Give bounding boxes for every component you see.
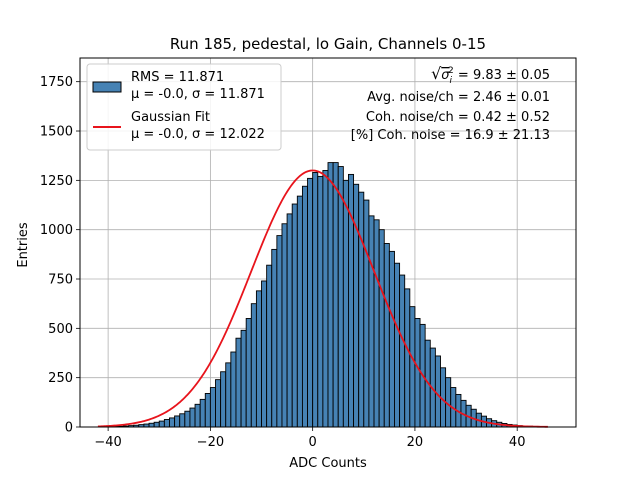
y-tick-label: 1500: [40, 125, 73, 140]
histogram-bar: [378, 229, 385, 428]
histogram-bar: [240, 329, 247, 428]
annotation-coh-noise: Coh. noise/ch = 0.42 ± 0.52: [366, 110, 550, 125]
histogram-bar: [286, 213, 293, 428]
histogram-bar: [404, 288, 411, 428]
histogram-bar: [394, 262, 401, 428]
annotations: √σi2 = 9.83 ± 0.05 Avg. noise/ch = 2.46 …: [351, 64, 550, 143]
legend: RMS = 11.871 μ = -0.0, σ = 11.871 Gaussi…: [86, 63, 282, 151]
histogram-bar: [158, 420, 165, 428]
histogram-bar: [215, 379, 222, 428]
legend-label-histogram-stats: μ = -0.0, σ = 11.871: [131, 87, 265, 102]
histogram-bar: [199, 398, 206, 428]
annotation-coherent-sigma: √σi2 = 9.83 ± 0.05: [431, 64, 550, 86]
histogram-bar: [148, 422, 155, 428]
y-tick-label: 250: [48, 371, 73, 386]
histogram-bar: [153, 421, 160, 428]
x-tick-label: 40: [509, 435, 526, 450]
histogram-bar: [235, 337, 242, 428]
histogram-bar: [291, 203, 298, 428]
legend-label-fit-stats: μ = -0.0, σ = 12.022: [131, 127, 265, 142]
histogram-bar: [194, 403, 201, 428]
histogram-bar: [296, 195, 303, 428]
fit-curve-group: [97, 169, 548, 428]
y-axis-label: Entries: [16, 222, 31, 268]
x-tick-label: 0: [309, 435, 317, 450]
histogram-bar: [281, 223, 288, 428]
gaussian-fit-curve: [97, 169, 548, 428]
histogram-bar: [337, 166, 344, 428]
histogram-bar: [368, 215, 375, 428]
y-tick-label: 1750: [40, 75, 73, 90]
histogram-bar: [245, 318, 252, 428]
histogram-bar: [307, 177, 314, 428]
annotation-sigma-value: = 9.83 ± 0.05: [454, 68, 550, 83]
histogram-bar: [271, 248, 278, 428]
histogram-bar: [399, 274, 406, 428]
x-tick-label: −40: [94, 435, 121, 450]
y-tick-label: 1000: [40, 223, 73, 238]
histogram-bar: [332, 162, 339, 428]
legend-swatch-histogram: [92, 81, 122, 93]
histogram-bar: [209, 387, 216, 428]
axes-frame: [79, 57, 577, 428]
histogram-bar: [327, 162, 334, 428]
y-tick-label: 750: [48, 273, 73, 288]
annotation-sigma-symbol: σ: [441, 68, 450, 83]
x-tick-label: −20: [197, 435, 224, 450]
annotation-sqrt-symbol: √: [431, 64, 442, 83]
histogram-bar: [169, 417, 176, 428]
histogram-bar: [414, 318, 421, 428]
histogram-bars: [107, 162, 544, 428]
histogram-bar: [388, 250, 395, 428]
histogram-bar: [225, 362, 232, 428]
y-tick-label: 500: [48, 322, 73, 337]
histogram-bar: [163, 419, 170, 428]
histogram-bar: [353, 183, 360, 428]
legend-box: [86, 63, 282, 151]
annotation-sigma-sub: i: [450, 76, 453, 86]
histogram-bar: [322, 170, 329, 428]
histogram-bar: [174, 415, 181, 428]
histogram-bar: [342, 179, 349, 428]
x-tick-label: 20: [407, 435, 424, 450]
histogram-bar: [363, 199, 370, 428]
legend-label-histogram: RMS = 11.871: [131, 70, 224, 85]
histogram-bar: [312, 171, 319, 428]
annotation-coh-noise-percent: [%] Coh. noise = 16.9 ± 21.13: [351, 128, 550, 143]
histogram-bar: [373, 219, 380, 428]
histogram-bar: [261, 280, 268, 428]
histogram-bar: [301, 185, 308, 428]
legend-label-fit: Gaussian Fit: [131, 110, 210, 125]
histogram-bar: [409, 306, 416, 428]
histogram-bar: [276, 235, 283, 428]
histogram-bar: [220, 371, 227, 428]
histogram-bar: [184, 410, 191, 428]
axis-ticks: −40 −20 0 20 40 0 250 500 750 1000 1250 1500 1750: [40, 75, 526, 450]
histogram-bar: [434, 355, 441, 428]
chart-title: Run 185, pedestal, lo Gain, Channels 0-1…: [170, 35, 486, 53]
histogram-bar: [383, 243, 390, 428]
histogram-bar: [204, 393, 211, 428]
y-tick-label: 1250: [40, 174, 73, 189]
histogram-bar: [250, 303, 257, 428]
histogram-bar: [266, 264, 273, 428]
x-axis-label: ADC Counts: [289, 456, 367, 471]
histogram-bar: [230, 351, 237, 428]
histogram-bar: [358, 191, 365, 428]
histogram-bar: [189, 407, 196, 428]
annotation-avg-noise: Avg. noise/ch = 2.46 ± 0.01: [367, 90, 550, 105]
annotation-sigma-sup: 2: [448, 66, 454, 76]
histogram-bar: [179, 413, 186, 428]
y-tick-label: 0: [65, 421, 73, 436]
histogram-bar: [255, 290, 262, 428]
histogram-bar: [317, 175, 324, 428]
